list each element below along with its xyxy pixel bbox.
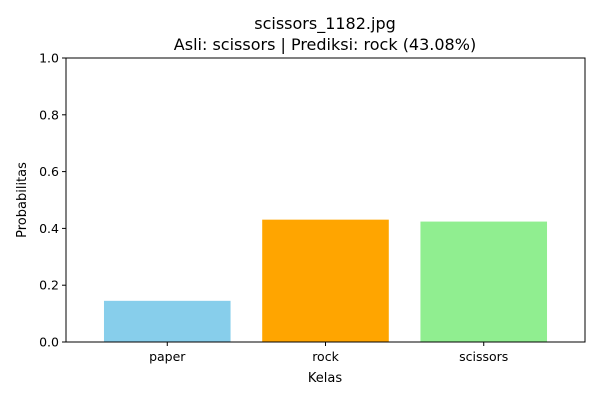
x-tick-label: rock (312, 349, 339, 364)
y-tick-label: 0.0 (39, 335, 59, 350)
x-tick-label: scissors (459, 349, 508, 364)
bar-rock (262, 219, 389, 342)
chart-subtitle: Asli: scissors | Prediksi: rock (43.08%) (174, 35, 476, 54)
y-tick-label: 1.0 (39, 51, 59, 66)
bar-scissors (420, 221, 548, 342)
y-tick-label: 0.2 (39, 278, 59, 293)
x-tick-label: paper (149, 349, 186, 364)
plot-area: 0.0 0.2 0.4 0.6 0.8 1.0 paper rock scissors (39, 51, 586, 364)
x-axis-label: Kelas (308, 371, 342, 386)
chart-title: scissors_1182.jpg (254, 14, 396, 34)
bar-paper (103, 300, 231, 342)
y-axis-label: Probabilitas (15, 162, 30, 238)
y-tick-label: 0.4 (39, 221, 59, 236)
y-tick-label: 0.6 (39, 164, 59, 179)
y-tick-label: 0.8 (39, 107, 59, 122)
